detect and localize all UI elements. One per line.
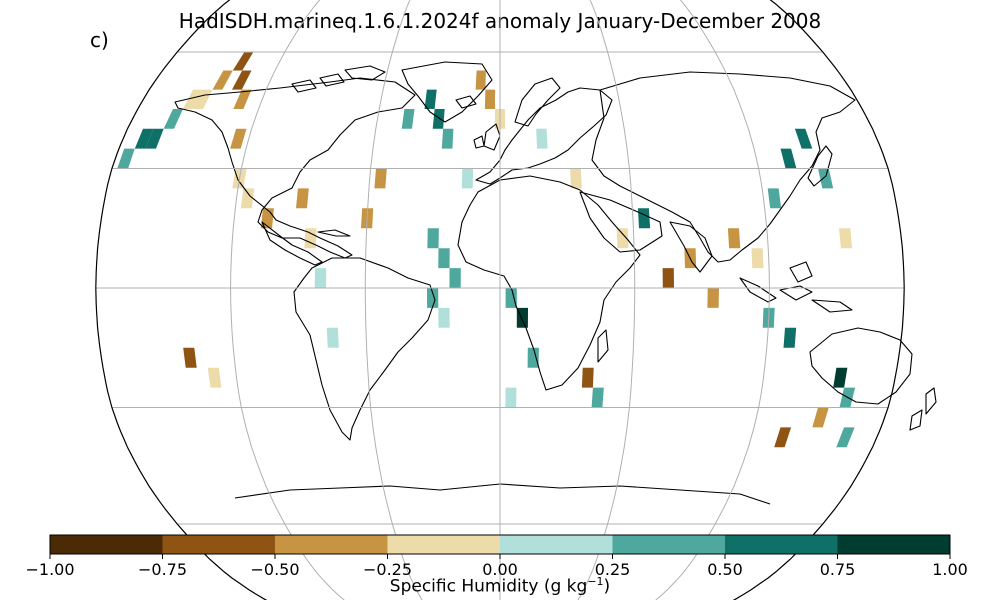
anomaly-cell [240,188,255,209]
anomaly-cell [794,128,813,149]
madagascar-coast [597,329,609,363]
colorbar-segment [162,535,276,554]
anomaly-cell [475,70,486,90]
anomaly-cell [438,248,450,269]
anomaly-cell [401,109,415,129]
colorbar-segment [500,535,613,554]
anomaly-cell [616,228,629,249]
colorbar-tick-label: 0.50 [707,560,743,579]
anomaly-cell [134,128,154,149]
central-america-coast [261,221,323,266]
anomaly-cell [461,168,474,189]
british-isles [473,123,501,151]
anomaly-cell [581,367,594,388]
meridian-line [364,0,423,600]
anomaly-cell [662,268,674,288]
anomaly-cell [570,168,582,189]
anomaly-cell [432,109,445,129]
new-zealand-coast [909,387,937,431]
anomaly-cell [232,52,254,71]
anomaly-cell [145,128,164,149]
map-outline [95,0,905,600]
antarctica-coast [234,483,771,505]
anomaly-cell [374,168,387,189]
anomaly-cell [780,148,797,169]
colorbar-tick-label: −1.00 [25,560,74,579]
anomaly-cell [326,327,339,348]
meridian-line [577,0,636,600]
anomaly-cell [183,89,203,109]
anomaly-cell [505,288,517,308]
colorbar: −1.00 −0.75 −0.50 −0.25 0.00 0.25 0.50 0.75 1.00 [25,534,968,579]
africa-coast [457,175,641,391]
japan-coast [807,145,833,187]
anomaly-cell [207,367,222,388]
anomaly-cell [484,89,496,109]
colorbar-tick-label: −0.25 [363,560,412,579]
anomaly-cell [833,367,848,388]
panel-label: c) [90,28,109,52]
anomaly-cell [427,288,439,308]
anomaly-cell [505,387,517,408]
anomaly-cell [536,128,548,149]
anomaly-cell [427,228,439,249]
colorbar-segment [275,535,388,554]
anomaly-cell [591,387,604,408]
anomaly-cell [230,128,247,149]
india-coast [669,221,713,273]
anomaly-cell [183,347,197,368]
anomaly-cell [163,109,183,129]
arabia-coast [579,191,663,253]
colorbar-tick-label: 0.75 [820,560,856,579]
colorbar-tick-label: 1.00 [932,560,968,579]
anomaly-cell [304,228,317,249]
colorbar-tick-label: −0.75 [138,560,187,579]
anomaly-cells [117,52,856,448]
anomaly-cell [836,427,855,448]
colorbar-tick-label: −0.50 [250,560,299,579]
arctic-islands [291,65,386,93]
iceland [455,95,477,109]
anomaly-cell [424,89,437,109]
anomaly-cell [117,148,135,169]
anomaly-cell [774,427,792,448]
colorbar-tick-label: 0.00 [482,560,518,579]
colorbar-segment [387,535,501,554]
anomaly-cell [449,268,461,288]
anomaly-cell [233,89,252,109]
anomaly-cell [232,70,252,90]
anomaly-cell [818,168,834,189]
anomaly-cell [527,347,539,368]
colorbar-segment [50,535,163,554]
australia-coast [809,327,913,405]
anomaly-cell [839,228,853,249]
colorbar-segment [612,535,726,554]
meridian-line [655,0,771,600]
colorbar-label: Specific Humidity (g kg−1) [389,575,611,597]
graticule [95,0,905,600]
anomaly-cell [812,407,829,428]
anomaly-cell [296,188,309,209]
anomaly-cell [212,70,233,90]
greenland-coast [401,61,493,123]
anomaly-cell [751,248,764,269]
asia-coast [591,71,856,263]
colorbar-tick-label: 0.25 [595,560,631,579]
anomaly-cell [314,268,327,288]
indonesia-islands [739,261,853,313]
anomaly-cell [767,188,782,209]
colorbar-segment [725,535,838,554]
anomaly-cell [441,128,454,149]
scandinavia [514,77,561,127]
south-america-coast [293,257,436,441]
anomaly-cell [727,228,741,249]
anomaly-cell [438,307,450,328]
colorbar-segment [837,535,951,554]
coastlines [174,61,937,505]
cuba-coast [317,229,351,237]
anomaly-cell [637,208,651,229]
anomaly-cell [783,327,797,348]
anomaly-cell [707,288,719,308]
